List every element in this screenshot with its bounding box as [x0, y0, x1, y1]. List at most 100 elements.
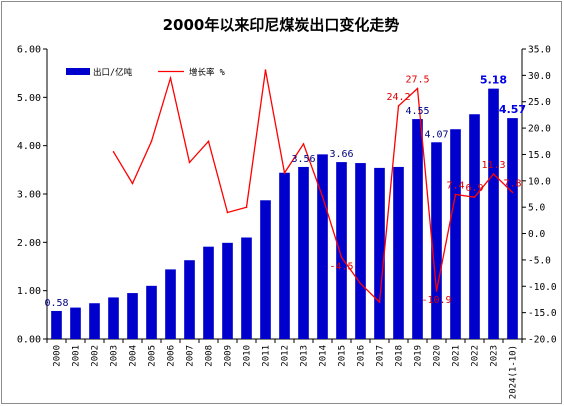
x-tick-label: 2020	[433, 345, 443, 367]
growth-point	[340, 256, 343, 259]
y-right-tick-label: -20.0	[528, 335, 557, 346]
growth-point	[283, 172, 286, 174]
growth-value-label: 7.8	[503, 178, 521, 189]
bar	[336, 162, 347, 339]
bar-value-label: 4.55	[405, 106, 429, 117]
bar	[203, 246, 214, 339]
bar-series	[51, 88, 518, 339]
y-right-tick-label: 5.0	[528, 203, 545, 214]
growth-line-series	[112, 69, 514, 304]
bar	[279, 172, 290, 339]
growth-point	[416, 87, 419, 90]
x-tick-label: 2013	[300, 345, 310, 367]
chart-title: 2000年以来印尼煤炭出口变化走势	[162, 16, 400, 34]
x-tick-label: 2000	[53, 345, 63, 367]
growth-point	[492, 173, 495, 175]
legend-line-label: 增长率 %	[189, 67, 225, 78]
y-right-tick-label: -5.0	[528, 255, 551, 266]
growth-value-label: 6.9	[465, 183, 483, 194]
x-tick-label: 2001	[72, 345, 82, 367]
bar	[469, 114, 480, 339]
x-tick-label: 2005	[148, 345, 158, 367]
growth-point	[226, 211, 229, 214]
y-right-tick-label: 0.0	[528, 229, 545, 240]
growth-point	[473, 196, 476, 198]
y-left-tick-label: 0.00	[17, 335, 41, 346]
bar	[412, 119, 423, 339]
bar	[70, 307, 81, 339]
bar	[507, 118, 518, 339]
y-right-tick-label: 20.0	[528, 124, 551, 135]
legend-bar-label: 出口/亿吨	[93, 67, 133, 78]
bar	[355, 163, 366, 339]
y-left-tick-label: 2.00	[17, 238, 41, 249]
growth-point	[359, 282, 362, 285]
bar	[488, 88, 499, 339]
y-right-tick-label: -15.0	[528, 308, 557, 319]
growth-point	[264, 69, 267, 71]
growth-point	[188, 161, 191, 164]
growth-point	[131, 182, 134, 185]
x-tick-label: 2022	[471, 345, 481, 367]
y-right-tick-label: -10.0	[528, 282, 557, 293]
x-tick-label: 2017	[376, 345, 386, 367]
bar	[108, 297, 119, 339]
x-tick-label: 2007	[186, 345, 196, 367]
x-tick-label: 2023	[490, 345, 500, 367]
growth-point	[302, 143, 305, 145]
growth-point	[435, 290, 438, 292]
bar	[298, 166, 309, 339]
growth-point	[321, 195, 324, 198]
growth-value-label: 7.4	[446, 181, 464, 192]
bar	[184, 260, 195, 339]
x-tick-label: 2010	[243, 345, 253, 367]
growth-point	[245, 206, 248, 208]
x-tick-label: 2014	[319, 345, 329, 367]
growth-point	[511, 191, 514, 194]
bar-value-label: 5.18	[480, 74, 507, 87]
y-right-tick-label: 15.0	[528, 150, 551, 161]
x-tick-label: 2021	[452, 345, 462, 367]
legend-bar-swatch	[66, 68, 90, 75]
bar	[393, 166, 404, 339]
x-tick-label: 2009	[224, 345, 234, 367]
x-tick-label: 2011	[262, 345, 272, 367]
x-tick-label: 2002	[91, 345, 101, 367]
growth-value-label: -10.9	[421, 295, 451, 306]
y-left-tick-label: 1.00	[17, 286, 41, 297]
x-tick-label: 2008	[205, 345, 215, 367]
growth-line	[112, 69, 513, 304]
x-tick-label: 2019	[414, 345, 424, 367]
bar	[450, 129, 461, 339]
legend: 出口/亿吨 增长率 %	[66, 67, 225, 78]
growth-value-label: 27.5	[405, 75, 429, 86]
y-right-tick-label: 10.0	[528, 176, 551, 187]
bar	[89, 303, 100, 339]
data-labels: 0.58 3.56 3.66 4.55 4.07 5.18 4.57 -4.5 24.2 27.5…	[44, 74, 526, 309]
y-right-tick-label: 30.0	[528, 71, 551, 82]
bar-value-label: 4.57	[499, 103, 526, 116]
bar	[165, 269, 176, 339]
growth-point	[112, 151, 115, 153]
x-tick-label: 2006	[167, 345, 177, 367]
y-left-tick-label: 3.00	[17, 190, 41, 201]
bar	[51, 310, 62, 339]
bar-value-label: 0.58	[44, 298, 68, 309]
growth-point	[169, 77, 172, 79]
x-tick-label: 2015	[338, 345, 348, 367]
bar	[374, 167, 385, 339]
growth-point	[207, 140, 210, 143]
bar	[317, 154, 328, 339]
y-right-tick-label: 35.0	[528, 45, 551, 56]
bar	[222, 242, 233, 339]
growth-point	[150, 140, 153, 143]
growth-value-label: 11.3	[481, 160, 505, 171]
y-left-tick-label: 6.00	[17, 45, 41, 56]
bar-value-label: 4.07	[424, 129, 448, 140]
y-left-tick-label: 4.00	[17, 141, 41, 152]
bar-value-label: 3.66	[329, 149, 353, 160]
x-tick-label: 2016	[357, 345, 367, 367]
bar-value-label: 3.56	[291, 154, 315, 165]
growth-point	[378, 301, 381, 303]
